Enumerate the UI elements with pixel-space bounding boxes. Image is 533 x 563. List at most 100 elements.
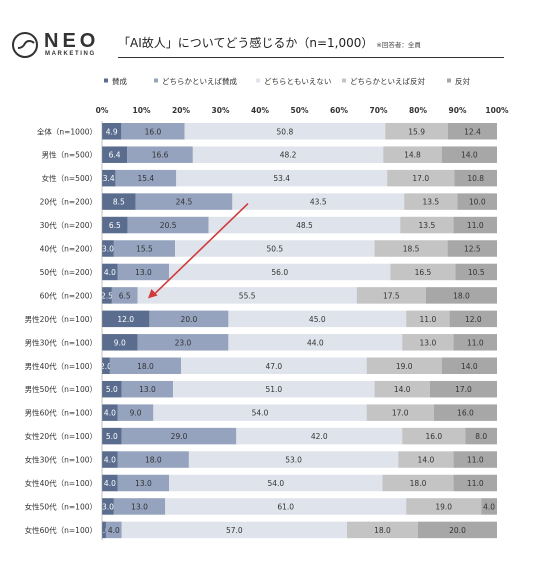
data-label: 18.0 bbox=[137, 362, 154, 371]
bar-segment bbox=[385, 123, 449, 140]
bar-segment bbox=[121, 123, 185, 140]
data-label: 15.4 bbox=[137, 174, 154, 183]
brand-subtitle: MARKETING bbox=[45, 51, 96, 57]
data-label: 24.5 bbox=[176, 198, 193, 207]
x-tick-label: 50% bbox=[291, 106, 309, 115]
data-label: 4.0 bbox=[104, 456, 116, 465]
data-label: 15.5 bbox=[136, 245, 153, 254]
data-label: 13.5 bbox=[422, 198, 439, 207]
category-label: 男性40代（n=100） bbox=[25, 361, 97, 371]
bar-segment bbox=[121, 380, 174, 398]
data-label: 20.0 bbox=[181, 315, 198, 324]
bar-segment bbox=[115, 169, 177, 187]
bar-segment bbox=[117, 263, 170, 281]
bar-segment bbox=[383, 146, 442, 163]
data-label: 13.0 bbox=[131, 502, 148, 511]
bar-segment bbox=[402, 334, 454, 351]
data-label: 3.0 bbox=[102, 502, 114, 511]
data-label: 18.0 bbox=[410, 479, 427, 488]
category-label: 女性（n=500） bbox=[42, 173, 97, 183]
data-label: 4.0 bbox=[483, 502, 495, 511]
x-tick-label: 80% bbox=[409, 106, 427, 115]
data-label: 20.0 bbox=[449, 526, 466, 535]
data-label: 13.0 bbox=[420, 338, 437, 347]
data-label: 16.0 bbox=[145, 127, 162, 136]
bar-segment bbox=[102, 357, 110, 374]
data-label: 14.8 bbox=[404, 151, 421, 160]
data-label: 4.0 bbox=[108, 526, 120, 535]
data-label: 15.9 bbox=[408, 127, 425, 136]
bar-segment bbox=[169, 263, 391, 281]
data-label: 10.8 bbox=[467, 174, 484, 183]
data-label: 42.0 bbox=[311, 432, 328, 441]
data-label: 16.0 bbox=[425, 432, 442, 441]
bar-segment bbox=[117, 451, 189, 468]
data-label: 9.0 bbox=[114, 338, 126, 347]
data-label: 55.5 bbox=[239, 291, 256, 300]
data-label: 1.0 bbox=[98, 526, 110, 535]
category-label: 女性50代（n=100） bbox=[25, 501, 97, 511]
data-label: 10.5 bbox=[468, 268, 485, 277]
bar-segment bbox=[228, 334, 403, 351]
bar-segment bbox=[102, 310, 150, 328]
data-label: 61.0 bbox=[277, 502, 294, 511]
data-label: 50.8 bbox=[277, 127, 294, 136]
data-label: 8.0 bbox=[475, 432, 487, 441]
title-underline bbox=[118, 57, 504, 58]
legend-label: 反対 bbox=[455, 76, 470, 86]
x-tick-label: 0% bbox=[96, 106, 109, 115]
data-label: 11.0 bbox=[420, 315, 437, 324]
legend-label: どちらかといえば反対 bbox=[350, 76, 425, 86]
data-label: 48.5 bbox=[296, 221, 313, 230]
bar-segment bbox=[102, 521, 106, 539]
data-label: 56.0 bbox=[271, 268, 288, 277]
data-label: 13.0 bbox=[135, 268, 152, 277]
bar-segment bbox=[453, 216, 497, 234]
bar-segment bbox=[232, 193, 405, 210]
bar-segment bbox=[127, 216, 209, 234]
bar-segment bbox=[165, 498, 407, 515]
bar-segment bbox=[102, 427, 122, 445]
bar-segment bbox=[102, 263, 118, 281]
bar-segment bbox=[137, 334, 229, 351]
legend-label: どちらかといえば賛成 bbox=[162, 76, 237, 86]
data-label: 18.0 bbox=[374, 526, 391, 535]
data-label: 54.0 bbox=[267, 479, 284, 488]
bar-segment bbox=[404, 193, 458, 210]
data-label: 4.9 bbox=[106, 127, 118, 136]
bar-segment bbox=[135, 193, 233, 210]
bar-segment bbox=[117, 404, 154, 421]
data-label: 16.6 bbox=[152, 151, 169, 160]
bar-segment bbox=[465, 427, 497, 445]
data-label: 9.0 bbox=[130, 409, 142, 418]
data-label: 17.0 bbox=[392, 409, 409, 418]
category-label: 女性60代（n=100） bbox=[25, 525, 97, 535]
bar-segment bbox=[374, 380, 430, 398]
data-label: 14.0 bbox=[394, 385, 411, 394]
bar-segment bbox=[441, 357, 497, 374]
data-label: 17.0 bbox=[412, 174, 429, 183]
bar-segment bbox=[188, 451, 399, 468]
data-label: 5.0 bbox=[106, 432, 118, 441]
data-label: 44.0 bbox=[307, 338, 324, 347]
bar-segment bbox=[153, 404, 367, 421]
bar-segment bbox=[406, 310, 450, 328]
bar-segment bbox=[402, 427, 466, 445]
data-label: 51.0 bbox=[265, 385, 282, 394]
data-label: 6.5 bbox=[119, 291, 131, 300]
data-label: 13.0 bbox=[139, 385, 156, 394]
data-label: 2.5 bbox=[101, 291, 113, 300]
data-label: 12.4 bbox=[464, 127, 481, 136]
bar-segment bbox=[429, 380, 497, 398]
legend-swatch bbox=[447, 78, 451, 83]
bar-segment bbox=[236, 427, 403, 445]
data-label: 6.4 bbox=[109, 151, 121, 160]
bar-segment bbox=[117, 474, 170, 492]
data-label: 53.4 bbox=[273, 174, 290, 183]
bar-segment bbox=[454, 169, 497, 187]
category-label: 20代（n=200） bbox=[40, 197, 97, 207]
bar-segment bbox=[149, 310, 229, 328]
data-label: 12.0 bbox=[117, 315, 134, 324]
data-label: 13.5 bbox=[419, 221, 436, 230]
